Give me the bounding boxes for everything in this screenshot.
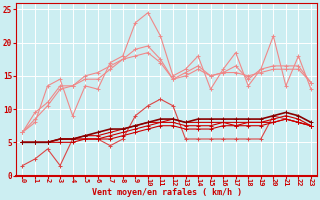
X-axis label: Vent moyen/en rafales ( km/h ): Vent moyen/en rafales ( km/h ) [92, 188, 242, 197]
